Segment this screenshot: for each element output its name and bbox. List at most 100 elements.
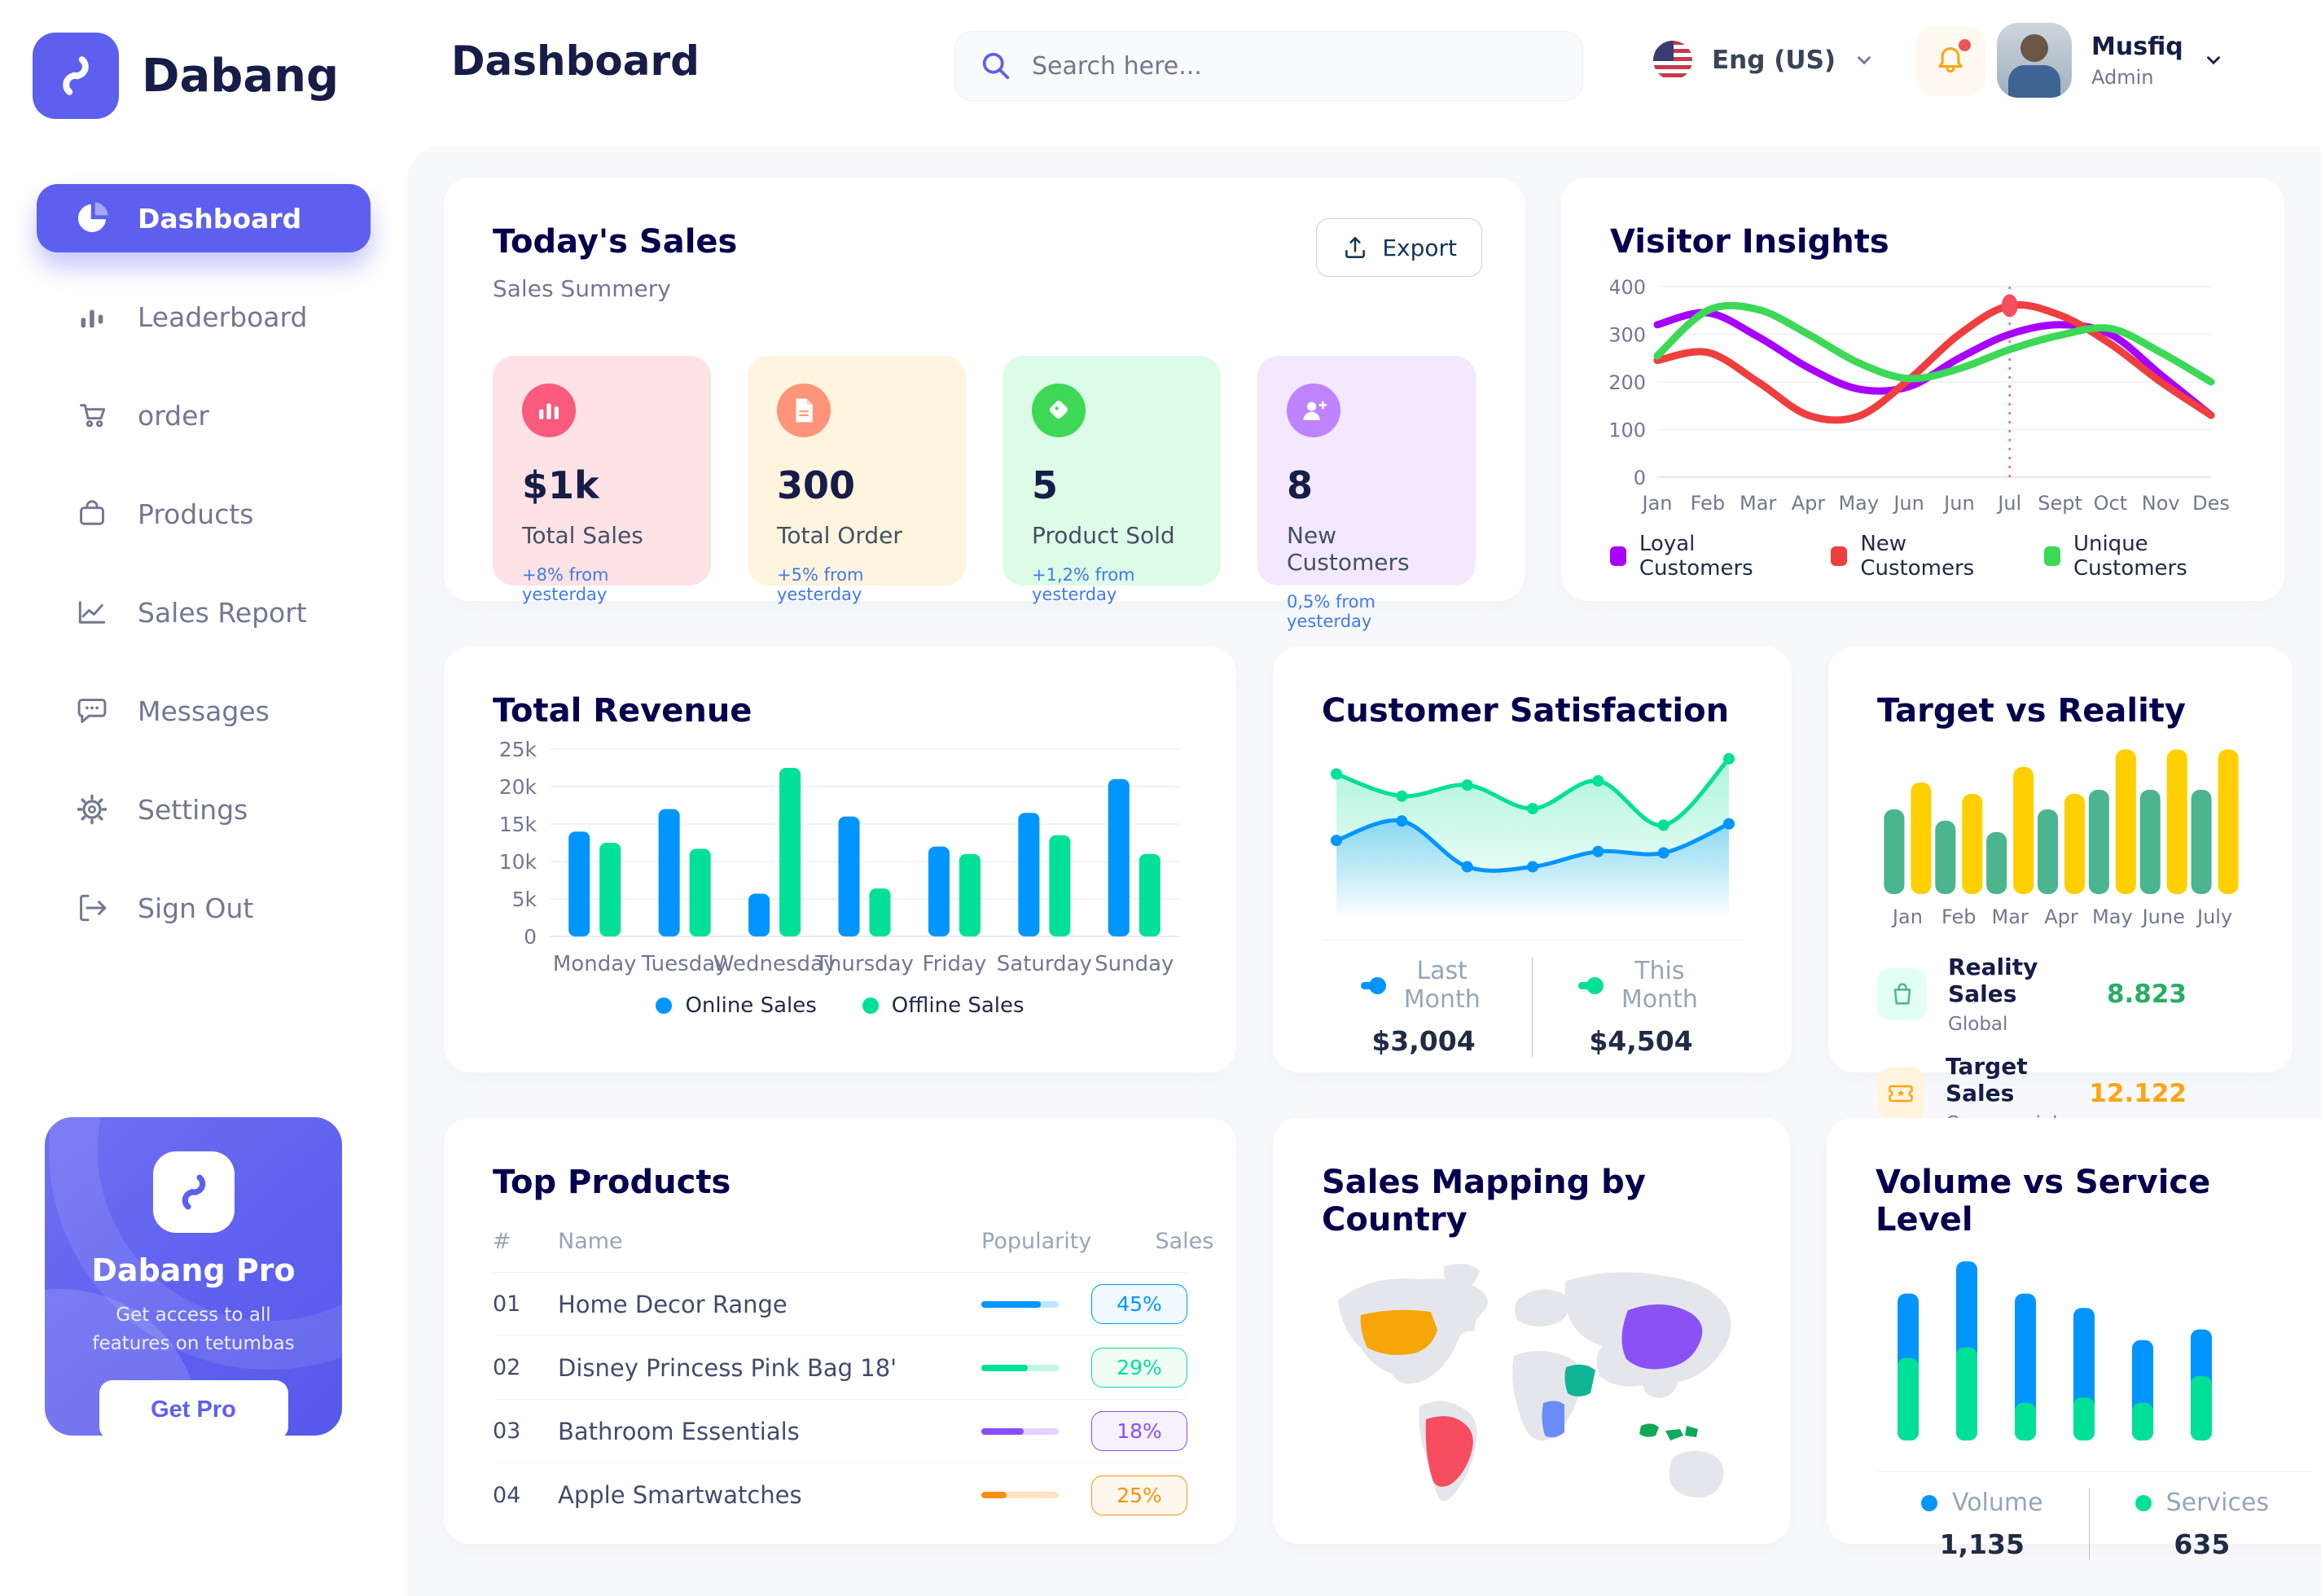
sign-out-icon bbox=[74, 890, 110, 926]
svg-text:10k: 10k bbox=[499, 850, 537, 874]
svg-text:Oct: Oct bbox=[2094, 492, 2128, 515]
stat-label: Total Sales bbox=[522, 522, 643, 549]
legend-label: Unique Customers bbox=[2073, 532, 2187, 581]
customer-satisfaction-title: Customer Satisfaction bbox=[1322, 692, 1730, 730]
stat-cards: $1k Total Sales +8% from yesterday 300 Total… bbox=[493, 356, 1476, 631]
ticket-icon bbox=[1877, 1068, 1924, 1120]
search-input[interactable] bbox=[1032, 51, 1560, 81]
top-products-rows: 01 Home Decor Range 45% 02 Disney Princess P… bbox=[493, 1273, 1187, 1527]
legend-value: $3,004 bbox=[1371, 1025, 1476, 1057]
legend-swatch bbox=[656, 998, 673, 1014]
svg-text:Apr: Apr bbox=[1792, 492, 1826, 515]
notification-button[interactable] bbox=[1915, 26, 1985, 96]
product-number: 04 bbox=[493, 1482, 521, 1508]
language-label: Eng (US) bbox=[1712, 46, 1836, 75]
country-indonesia bbox=[1639, 1423, 1698, 1440]
col-sales: Sales bbox=[1155, 1229, 1214, 1254]
country-saudi-arabia bbox=[1564, 1364, 1595, 1396]
today-sales-subtitle: Sales Summery bbox=[493, 275, 671, 302]
legend-services: Services 635 bbox=[2088, 1489, 2315, 1560]
visitor-insights-title: Visitor Insights bbox=[1610, 223, 1889, 261]
sidebar-item-messages[interactable]: Messages bbox=[37, 677, 371, 745]
svg-text:May: May bbox=[2092, 905, 2133, 928]
svg-text:20k: 20k bbox=[499, 775, 537, 799]
top-products-title: Top Products bbox=[493, 1164, 731, 1201]
shopping-bag-icon bbox=[1877, 968, 1928, 1020]
sidebar-item-dashboard[interactable]: Dashboard bbox=[37, 184, 371, 252]
svg-text:Des: Des bbox=[2192, 492, 2229, 515]
svg-text:May: May bbox=[1838, 492, 1879, 515]
legend-offline-sales: Offline Sales bbox=[862, 993, 1024, 1018]
today-sales-panel: Today's Sales Sales Summery Export $1k To… bbox=[444, 178, 1525, 631]
sidebar-item-label: Settings bbox=[138, 793, 248, 826]
cart-icon bbox=[74, 397, 110, 433]
total-revenue-panel: Total Revenue 0 5k 10k 15k 20k 25k Monday Tuesd… bbox=[444, 647, 1236, 1072]
legend-this-month: This Month $4,504 bbox=[1532, 957, 1749, 1057]
stat-label: Total Order bbox=[777, 522, 902, 549]
export-button[interactable]: Export bbox=[1316, 218, 1482, 277]
sidebar-item-settings[interactable]: Settings bbox=[37, 775, 371, 844]
stat-value: 300 bbox=[777, 463, 856, 507]
bag-icon bbox=[74, 496, 110, 532]
table-row-apple-smartwatches: 04 Apple Smartwatches 25% bbox=[493, 1463, 1187, 1527]
legend-note: Global bbox=[1948, 1014, 2008, 1035]
volume-service-panel: Volume vs Service Level Volume 1,135 Servi… bbox=[1827, 1118, 2321, 1560]
pie-chart-icon bbox=[74, 200, 110, 236]
svg-text:Nov: Nov bbox=[2142, 492, 2180, 515]
stat-card-total-order: 300 Total Order +5% from yesterday bbox=[748, 356, 966, 604]
popularity-fill bbox=[981, 1364, 1028, 1371]
product-number: 03 bbox=[493, 1418, 521, 1444]
target-vs-reality-chart: Jan Feb Mar Apr May June July bbox=[1884, 749, 2239, 928]
product-number: 01 bbox=[493, 1291, 521, 1317]
user-plus-icon bbox=[1287, 384, 1340, 437]
customer-satisfaction-chart bbox=[1331, 752, 1735, 919]
sidebar-item-order[interactable]: order bbox=[37, 381, 371, 449]
promo-title: Dabang Pro bbox=[91, 1252, 296, 1288]
product-name: Bathroom Essentials bbox=[558, 1417, 800, 1445]
language-selector[interactable]: Eng (US) bbox=[1652, 39, 1875, 81]
sidebar-item-leaderboard[interactable]: Leaderboard bbox=[37, 283, 371, 351]
sales-badge: 45% bbox=[1091, 1284, 1187, 1324]
legend-value: 635 bbox=[2174, 1528, 2231, 1560]
product-name: Home Decor Range bbox=[558, 1290, 788, 1318]
chevron-down-icon bbox=[2206, 56, 2220, 65]
sidebar: Dabang Dashboard Leaderboard order Products… bbox=[0, 0, 407, 1596]
popularity-fill bbox=[981, 1300, 1041, 1308]
sales-badge: 25% bbox=[1091, 1475, 1187, 1515]
get-pro-button[interactable]: Get Pro bbox=[99, 1380, 288, 1436]
svg-text:Saturday: Saturday bbox=[997, 952, 1092, 976]
sidebar-item-label: Products bbox=[138, 498, 254, 530]
country-brazil bbox=[1425, 1416, 1473, 1487]
user-name: Musfiq bbox=[2091, 32, 2183, 61]
sidebar-item-sales-report[interactable]: Sales Report bbox=[37, 578, 371, 647]
legend-volume: Volume 1,135 bbox=[1876, 1489, 2089, 1560]
product-name: Apple Smartwatches bbox=[558, 1481, 802, 1509]
legend-new-customers: New Customers bbox=[1831, 532, 1999, 581]
message-icon bbox=[74, 693, 110, 729]
legend-swatch bbox=[1831, 546, 1848, 566]
dabang-logo-icon bbox=[33, 33, 119, 119]
svg-text:0: 0 bbox=[1634, 467, 1646, 489]
legend-label: Target Sales bbox=[1945, 1053, 2028, 1107]
svg-text:Tuesday: Tuesday bbox=[641, 952, 728, 976]
legend-label: Reality Sales bbox=[1948, 954, 2038, 1007]
sidebar-item-label: Messages bbox=[138, 695, 270, 727]
sales-mapping-panel: Sales Mapping by Country bbox=[1273, 1118, 1790, 1544]
svg-text:400: 400 bbox=[1610, 276, 1646, 299]
legend-swatch bbox=[862, 998, 879, 1014]
legend-value: 12.122 bbox=[2089, 1079, 2187, 1108]
svg-text:Jan: Jan bbox=[1641, 492, 1673, 515]
sidebar-item-sign-out[interactable]: Sign Out bbox=[37, 874, 371, 942]
line-chart-icon bbox=[74, 594, 110, 630]
sidebar-item-label: Dashboard bbox=[138, 202, 302, 235]
sidebar-item-products[interactable]: Products bbox=[37, 480, 371, 548]
popularity-fill bbox=[981, 1427, 1024, 1435]
svg-text:Sept: Sept bbox=[2038, 492, 2082, 515]
popularity-bar bbox=[981, 1492, 1059, 1498]
stat-card-total-sales: $1k Total Sales +8% from yesterday bbox=[493, 356, 711, 604]
legend-label: Volume bbox=[1952, 1489, 2043, 1517]
legend-value: 8.823 bbox=[2106, 980, 2187, 1009]
user-menu[interactable]: Musfiq Admin bbox=[1997, 23, 2224, 98]
svg-text:Friday: Friday bbox=[923, 952, 987, 976]
legend-label: New Customers bbox=[1860, 532, 1975, 581]
